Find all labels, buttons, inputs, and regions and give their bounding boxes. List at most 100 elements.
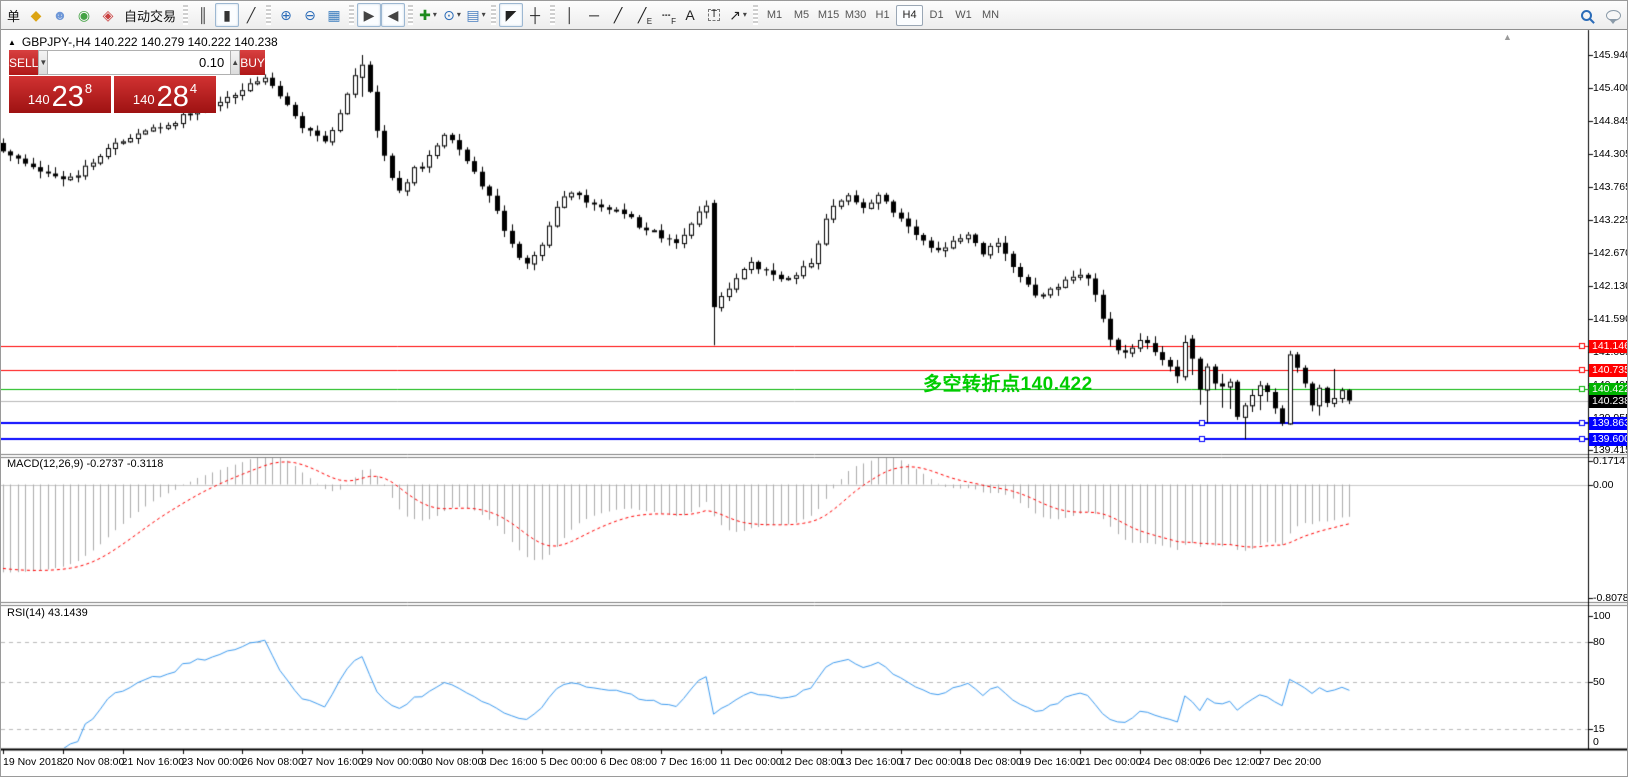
time-axis-label[interactable]: 19 Nov 2018	[3, 756, 63, 768]
time-axis-label[interactable]: 6 Dec 08:00	[600, 756, 658, 768]
candlestick-button[interactable]: ▮	[215, 3, 240, 27]
time-axis-label[interactable]: 26 Nov 08:00	[241, 756, 304, 768]
tile-windows-button[interactable]: ▦	[322, 3, 346, 27]
timeframe-button-m15[interactable]: M15	[817, 9, 840, 21]
auto-trading-icon: ◈	[102, 7, 114, 23]
buy-price-pip: 4	[189, 81, 198, 96]
time-axis-label[interactable]: 19 Dec 16:00	[1019, 756, 1082, 768]
auto-trading-button[interactable]: ◈	[96, 3, 120, 27]
zoom-out-icon: ⊖	[304, 7, 316, 23]
rsi-indicator-label: RSI(14) 43.1439	[7, 607, 88, 619]
macd-axis-label: 0.00	[1593, 478, 1614, 491]
timeframe-button-m5[interactable]: M5	[793, 9, 810, 21]
search-icon[interactable]	[1581, 9, 1592, 21]
timeframe-button-m1[interactable]: M1	[766, 9, 783, 21]
price-axis-label: 142.670	[1593, 247, 1628, 260]
time-axis-label[interactable]: 27 Nov 16:00	[301, 756, 364, 768]
order-cube-button[interactable]: ◆	[24, 3, 48, 27]
trendline-button[interactable]: ╱	[606, 3, 630, 27]
toolbar-right-icons	[1581, 9, 1621, 24]
timeframe-button-w1[interactable]: W1	[955, 9, 972, 21]
dropdown-caret-icon[interactable]: ▾	[481, 10, 486, 19]
timeframe-button-m30[interactable]: M30	[844, 9, 867, 21]
macd-axis-label: 0.1714	[1593, 454, 1626, 467]
signal-icon: ◉	[77, 7, 91, 23]
volume-input[interactable]	[48, 50, 231, 75]
time-axis-label[interactable]: 23 Nov 00:00	[181, 756, 244, 768]
fibonacci-icon: ┄	[661, 7, 671, 23]
symbol-info-bar: ▲ GBPJPY-,H4 140.222 140.279 140.222 140…	[8, 35, 278, 49]
time-axis-label[interactable]: 30 Nov 08:00	[420, 756, 484, 768]
bar-chart-button[interactable]: ║	[191, 3, 215, 27]
macd-indicator-label: MACD(12,26,9) -0.2737 -0.3118	[7, 458, 164, 470]
toolbar-separator	[550, 5, 556, 25]
buy-price-tile[interactable]: 140 28 4	[114, 76, 216, 113]
time-axis-label[interactable]: 11 Dec 00:00	[720, 756, 782, 768]
time-axis-label[interactable]: 5 Dec 00:00	[540, 756, 598, 768]
time-axis-label[interactable]: 12 Dec 08:00	[779, 756, 843, 768]
text-button[interactable]: A	[678, 3, 702, 27]
add-indicator-button[interactable]: ✚ ▾	[416, 3, 440, 27]
new-order-label[interactable]: 单	[7, 8, 21, 24]
time-axis-label[interactable]: 7 Dec 16:00	[660, 756, 717, 768]
label-icon: T	[707, 9, 721, 21]
volume-increase-button[interactable]: ▲	[230, 50, 241, 75]
time-axis-label[interactable]: 18 Dec 08:00	[959, 756, 1022, 768]
periods-button[interactable]: ⊙ ▾	[440, 3, 464, 27]
label-button[interactable]: T	[702, 3, 726, 27]
dropdown-caret-icon[interactable]: ▾	[742, 10, 747, 19]
profile-button[interactable]: ☻	[48, 3, 72, 27]
horizontal-line-button[interactable]: ─	[582, 3, 606, 27]
time-axis-label[interactable]: 27 Dec 20:00	[1258, 756, 1322, 768]
arrows-button[interactable]: ↗ ▾	[726, 3, 750, 27]
auto-scroll-icon: ▶	[363, 7, 375, 23]
chat-icon[interactable]	[1606, 9, 1621, 24]
dropdown-caret-icon[interactable]: ▾	[432, 10, 437, 19]
time-axis-label[interactable]: 21 Dec 00:00	[1079, 756, 1142, 768]
crosshair-button[interactable]: ┼	[523, 3, 547, 27]
tile-windows-icon: ▦	[327, 7, 341, 23]
collapse-arrow-icon[interactable]: ▲	[8, 37, 16, 47]
vertical-line-button[interactable]: │	[558, 3, 582, 27]
sell-price-tile[interactable]: 140 23 8	[9, 76, 111, 113]
chart-shift-marker-icon[interactable]: ▲	[1503, 32, 1512, 42]
time-axis-label[interactable]: 24 Dec 08:00	[1138, 756, 1202, 768]
time-axis-label[interactable]: 26 Dec 12:00	[1198, 756, 1262, 768]
price-axis-label: 145.940	[1593, 49, 1628, 61]
line-chart-button[interactable]: ╱	[239, 3, 263, 27]
fibonacci-button[interactable]: ┄ F	[654, 3, 678, 27]
sell-button[interactable]: SELL	[9, 50, 39, 75]
chart-shift-icon: ◀	[387, 7, 399, 23]
auto-scroll-button[interactable]: ▶	[357, 3, 382, 27]
zoom-out-button[interactable]: ⊖	[298, 3, 322, 27]
channel-button[interactable]: ╱ E	[630, 3, 654, 27]
time-axis-label[interactable]: 29 Nov 00:00	[361, 756, 424, 768]
price-axis-label: 144.845	[1593, 115, 1628, 128]
timeframe-button-d1[interactable]: D1	[929, 9, 944, 21]
dropdown-caret-icon[interactable]: ▾	[456, 10, 461, 19]
time-axis-label[interactable]: 13 Dec 16:00	[839, 756, 903, 768]
timeframe-button-h1[interactable]: H1	[875, 9, 890, 21]
toolbar-separator	[349, 5, 355, 25]
buy-button[interactable]: BUY	[240, 50, 265, 75]
zoom-in-button[interactable]: ⊕	[274, 3, 298, 27]
time-axis-label[interactable]: 20 Nov 08:00	[61, 756, 125, 768]
pivot-annotation-text[interactable]: 多空转折点140.422	[923, 374, 1093, 395]
chart-shift-button[interactable]: ◀	[381, 3, 406, 27]
timeframe-button-h4[interactable]: H4	[896, 4, 924, 26]
periods-icon: ⊙	[443, 7, 455, 23]
time-axis-label[interactable]: 17 Dec 00:00	[899, 756, 963, 768]
signal-button[interactable]: ◉	[72, 3, 96, 27]
time-axis-label[interactable]: 3 Dec 16:00	[480, 756, 538, 768]
cursor-button[interactable]: ◤	[499, 3, 524, 27]
auto-trading-label[interactable]: 自动交易	[124, 8, 177, 24]
time-axis-label[interactable]: 21 Nov 16:00	[121, 756, 185, 768]
volume-decrease-button[interactable]: ▼	[38, 50, 49, 75]
cursor-icon: ◤	[505, 7, 517, 23]
timeframe-button-mn[interactable]: MN	[981, 9, 1000, 21]
templates-button[interactable]: ▤ ▾	[464, 3, 488, 27]
channel-icon: ╱	[637, 7, 647, 23]
text-icon: A	[685, 7, 695, 23]
